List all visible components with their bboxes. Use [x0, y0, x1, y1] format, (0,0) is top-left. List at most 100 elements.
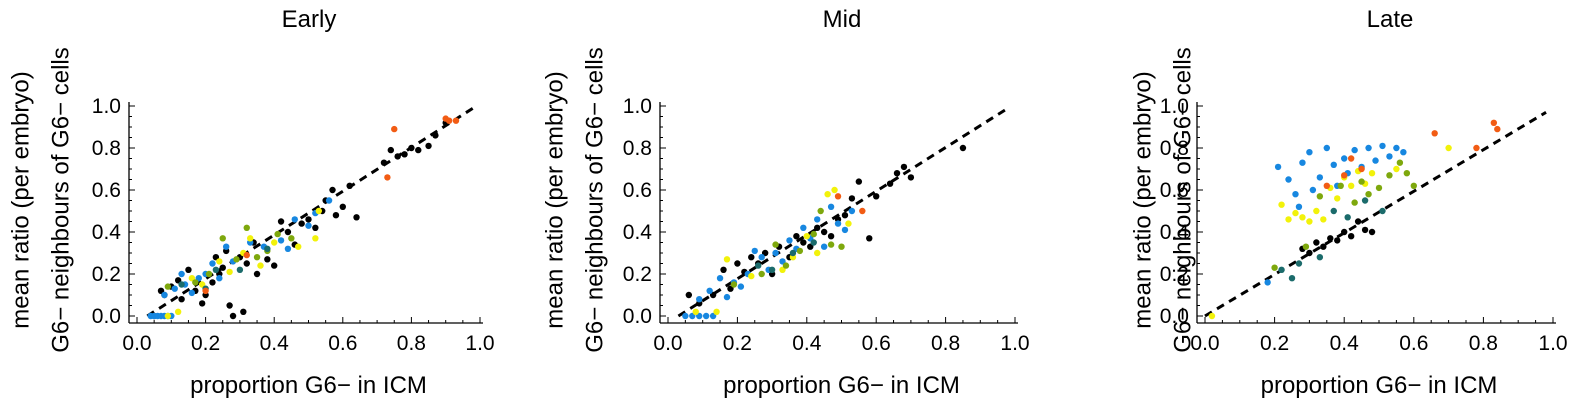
data-point [408, 144, 415, 152]
data-point [329, 186, 336, 194]
data-point [240, 308, 247, 315]
data-point [692, 308, 699, 315]
data-point [685, 291, 693, 299]
series-orange [1323, 119, 1501, 189]
data-point [1494, 125, 1501, 133]
data-point [315, 207, 322, 215]
data-point [445, 117, 453, 124]
data-point [1316, 174, 1324, 181]
x-tick-label: 0.8 [1469, 332, 1498, 355]
x-tick-label: 0.6 [328, 332, 357, 355]
x-tick-label: 0.8 [931, 332, 960, 355]
series-olive [730, 207, 845, 288]
data-point [243, 251, 250, 259]
data-point [1334, 195, 1341, 202]
y-tick-label: 0.8 [1160, 137, 1189, 160]
data-point [779, 266, 786, 273]
data-point [452, 117, 460, 124]
x-tick-label: 1.0 [1000, 332, 1029, 355]
data-point [793, 233, 800, 240]
data-point [1445, 144, 1452, 152]
data-point [229, 312, 237, 320]
data-point [264, 256, 271, 263]
data-point [831, 186, 838, 194]
data-point [1490, 119, 1498, 127]
data-point [838, 243, 845, 250]
y-axis-label-line1: mean ratio (per embryo) [1129, 71, 1156, 328]
data-point [216, 275, 223, 282]
data-point [1327, 235, 1334, 242]
data-point [1316, 193, 1324, 200]
x-tick-label: 0.6 [862, 332, 891, 355]
data-point [174, 308, 182, 315]
data-point [807, 243, 814, 250]
data-point [205, 270, 213, 278]
data-point [1320, 216, 1327, 223]
y-axis-label-line1: mean ratio (per embryo) [541, 71, 568, 328]
data-point [1299, 214, 1306, 221]
data-point [1306, 149, 1313, 156]
y-tick-label: 0.8 [92, 137, 121, 160]
data-point [1386, 153, 1393, 160]
data-point [216, 258, 223, 265]
data-point [380, 159, 388, 166]
data-point [1288, 275, 1296, 282]
y-tick-label: 0.0 [623, 305, 652, 328]
data-point [1347, 182, 1355, 189]
y-tick-label: 1.0 [92, 95, 121, 118]
data-point [243, 224, 250, 231]
data-point [1341, 155, 1348, 162]
data-point [1431, 130, 1438, 137]
data-point [689, 312, 696, 320]
data-point [800, 239, 807, 246]
data-point [271, 262, 278, 269]
data-point [814, 249, 821, 257]
data-point [353, 214, 360, 221]
x-tick-label: 0.4 [260, 332, 290, 355]
y-axis-label-line2: G6− neighbours of G6− cells [1169, 47, 1196, 353]
data-point [1330, 207, 1337, 215]
data-point [820, 228, 828, 236]
data-point [188, 289, 196, 297]
data-point [827, 241, 835, 248]
data-point [1361, 197, 1369, 204]
data-point [817, 207, 824, 215]
data-point [779, 258, 786, 265]
data-point [1323, 182, 1331, 189]
data-point [394, 153, 401, 160]
data-point [1347, 233, 1355, 240]
data-point [751, 247, 758, 255]
data-point [800, 224, 807, 231]
data-point [848, 207, 856, 215]
data-point [845, 220, 852, 227]
data-point [401, 151, 408, 158]
panel-early: Early 0.0 0.2 0.4 0.6 0.8 1.0 0.0 0.2 0.4 0.6 0.8 1.… [7, 6, 494, 399]
data-point [243, 260, 250, 267]
data-point [709, 312, 717, 320]
data-point [226, 302, 233, 309]
data-point [198, 300, 206, 307]
data-point [161, 291, 168, 299]
data-point [277, 237, 285, 244]
data-point [346, 182, 353, 189]
data-point [1365, 144, 1372, 152]
data-point [796, 247, 804, 255]
data-point [1264, 279, 1271, 286]
data-point [1271, 264, 1278, 271]
data-point [841, 212, 849, 219]
data-point [284, 228, 292, 236]
data-point [873, 193, 880, 200]
data-point [1274, 163, 1282, 171]
series-olive [164, 224, 295, 290]
data-point [758, 254, 765, 261]
data-point [387, 146, 395, 154]
series-orange [834, 193, 866, 215]
data-point [1358, 178, 1365, 185]
data-point [1302, 243, 1310, 250]
data-point [202, 287, 209, 294]
data-point [713, 308, 720, 315]
data-point [866, 235, 873, 242]
data-point [893, 170, 901, 177]
data-point [288, 235, 295, 242]
data-point [164, 283, 172, 290]
